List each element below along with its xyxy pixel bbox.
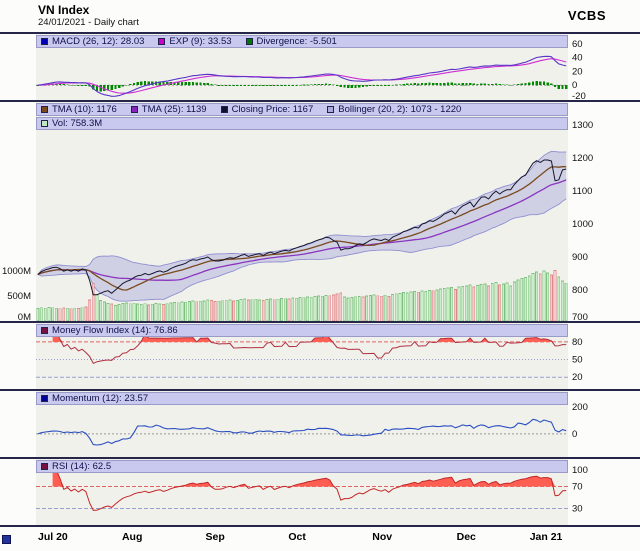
legend-item-exp: EXP (9): 33.53 bbox=[158, 36, 232, 47]
x-axis-label: Nov bbox=[372, 531, 393, 543]
y-tick-label: 200 bbox=[572, 402, 588, 413]
macd-swatch-icon bbox=[41, 38, 48, 45]
y-tick-label: 1200 bbox=[572, 153, 593, 164]
close-swatch-icon bbox=[220, 106, 228, 113]
tma10-legend-label: TMA (10): 1176 bbox=[52, 104, 117, 115]
macd-panel: MACD (26, 12): 28.03 EXP (9): 33.53 Dive… bbox=[0, 34, 640, 102]
momentum-legend: Momentum (12): 23.57 bbox=[36, 392, 568, 405]
macd-legend: MACD (26, 12): 28.03 EXP (9): 33.53 Dive… bbox=[36, 35, 568, 48]
y-tick-label: 30 bbox=[572, 504, 583, 515]
legend-item-volume: Vol: 758.3M bbox=[41, 118, 102, 129]
tma25-legend-label: TMA (25): 1139 bbox=[141, 104, 207, 115]
price-legend-row2: Vol: 758.3M bbox=[36, 117, 568, 130]
legend-item-macd: MACD (26, 12): 28.03 bbox=[41, 36, 144, 47]
mfi-legend: Money Flow Index (14): 76.86 bbox=[36, 324, 568, 337]
price-legend-row1: TMA (10): 1176 TMA (25): 1139 Closing Pr… bbox=[36, 103, 568, 116]
y-tick-label: 20 bbox=[572, 372, 583, 383]
x-axis-label: Oct bbox=[288, 531, 306, 543]
momentum-panel: Momentum (12): 23.57 200 0 bbox=[0, 391, 640, 459]
rsi-panel: RSI (14): 62.5 100 70 30 bbox=[0, 459, 640, 527]
volume-tick-label: 500M bbox=[7, 291, 31, 302]
exp-legend-label: EXP (9): 33.53 bbox=[169, 36, 232, 47]
legend-item-bollinger: Bollinger (20, 2): 1073 - 1220 bbox=[327, 104, 461, 115]
volume-tick-label: 0M bbox=[18, 312, 31, 321]
y-tick-label: 0 bbox=[572, 80, 577, 91]
y-tick-label: 100 bbox=[572, 465, 588, 476]
mfi-panel: Money Flow Index (14): 76.86 80 50 20 bbox=[0, 323, 640, 391]
tma10-swatch-icon bbox=[41, 106, 48, 113]
price-plot[interactable]: 1300 1200 1100 1000 900 800 700 1000M 500M 0M bbox=[0, 102, 640, 321]
tma25-swatch-icon bbox=[130, 106, 138, 113]
y-tick-label: 1100 bbox=[572, 186, 592, 197]
legend-item-mfi: Money Flow Index (14): 76.86 bbox=[41, 325, 178, 336]
chart-title: VN Index bbox=[38, 3, 90, 17]
rsi-swatch-icon bbox=[41, 463, 48, 470]
rsi-legend-label: RSI (14): 62.5 bbox=[52, 461, 112, 472]
legend-item-rsi: RSI (14): 62.5 bbox=[41, 461, 111, 472]
momentum-swatch-icon bbox=[41, 395, 48, 402]
y-tick-label: 1300 bbox=[572, 120, 593, 131]
x-axis-label: Sep bbox=[205, 531, 225, 543]
exp-swatch-icon bbox=[158, 38, 166, 45]
y-tick-label: 80 bbox=[572, 337, 583, 348]
scrollbar-handle[interactable] bbox=[2, 535, 11, 544]
momentum-legend-label: Momentum (12): 23.57 bbox=[52, 393, 149, 404]
volume-legend-label: Vol: 758.3M bbox=[52, 118, 103, 129]
volume-tick-label: 1000M bbox=[2, 266, 31, 277]
legend-item-divergence: Divergence: -5.501 bbox=[245, 36, 337, 47]
macd-legend-label: MACD (26, 12): 28.03 bbox=[52, 36, 145, 47]
y-tick-label: 40 bbox=[572, 53, 583, 64]
y-tick-label: 70 bbox=[572, 482, 583, 493]
close-legend-label: Closing Price: 1167 bbox=[231, 104, 314, 115]
bollinger-legend-label: Bollinger (20, 2): 1073 - 1220 bbox=[338, 104, 462, 115]
brand-logo: VCBS bbox=[567, 8, 606, 23]
x-axis-label: Jul 20 bbox=[38, 531, 68, 543]
divergence-swatch-icon bbox=[245, 38, 253, 45]
chart-subtitle: 24/01/2021 - Daily chart bbox=[38, 17, 139, 28]
chart-header: VN Index 24/01/2021 - Daily chart VCBS bbox=[0, 0, 640, 34]
price-panel: TMA (10): 1176 TMA (25): 1139 Closing Pr… bbox=[0, 102, 640, 323]
x-axis: Jul 20 Aug Sep Oct Nov Dec Jan 21 bbox=[0, 527, 640, 551]
legend-item-tma25: TMA (25): 1139 bbox=[130, 104, 207, 115]
x-axis-label: Aug bbox=[121, 531, 143, 543]
y-tick-label: 20 bbox=[572, 67, 583, 78]
mfi-swatch-icon bbox=[41, 327, 48, 334]
y-tick-label: 0 bbox=[572, 429, 577, 440]
y-tick-label: -20 bbox=[572, 91, 586, 100]
x-axis-label: Jan 21 bbox=[529, 531, 563, 543]
y-tick-label: 800 bbox=[572, 285, 588, 296]
y-tick-label: 700 bbox=[572, 312, 588, 321]
legend-item-tma10: TMA (10): 1176 bbox=[41, 104, 117, 115]
y-tick-label: 1000 bbox=[572, 219, 593, 230]
legend-item-close: Closing Price: 1167 bbox=[220, 104, 314, 115]
rsi-legend: RSI (14): 62.5 bbox=[36, 460, 568, 473]
legend-item-momentum: Momentum (12): 23.57 bbox=[41, 393, 148, 404]
mfi-legend-label: Money Flow Index (14): 76.86 bbox=[52, 325, 178, 336]
y-tick-label: 900 bbox=[572, 252, 588, 263]
y-tick-label: 50 bbox=[572, 355, 583, 366]
divergence-legend-label: Divergence: -5.501 bbox=[256, 36, 337, 47]
bollinger-swatch-icon bbox=[327, 106, 335, 113]
y-tick-label: 60 bbox=[572, 39, 583, 50]
x-axis-label: Dec bbox=[456, 531, 476, 543]
volume-swatch-icon bbox=[41, 120, 48, 127]
